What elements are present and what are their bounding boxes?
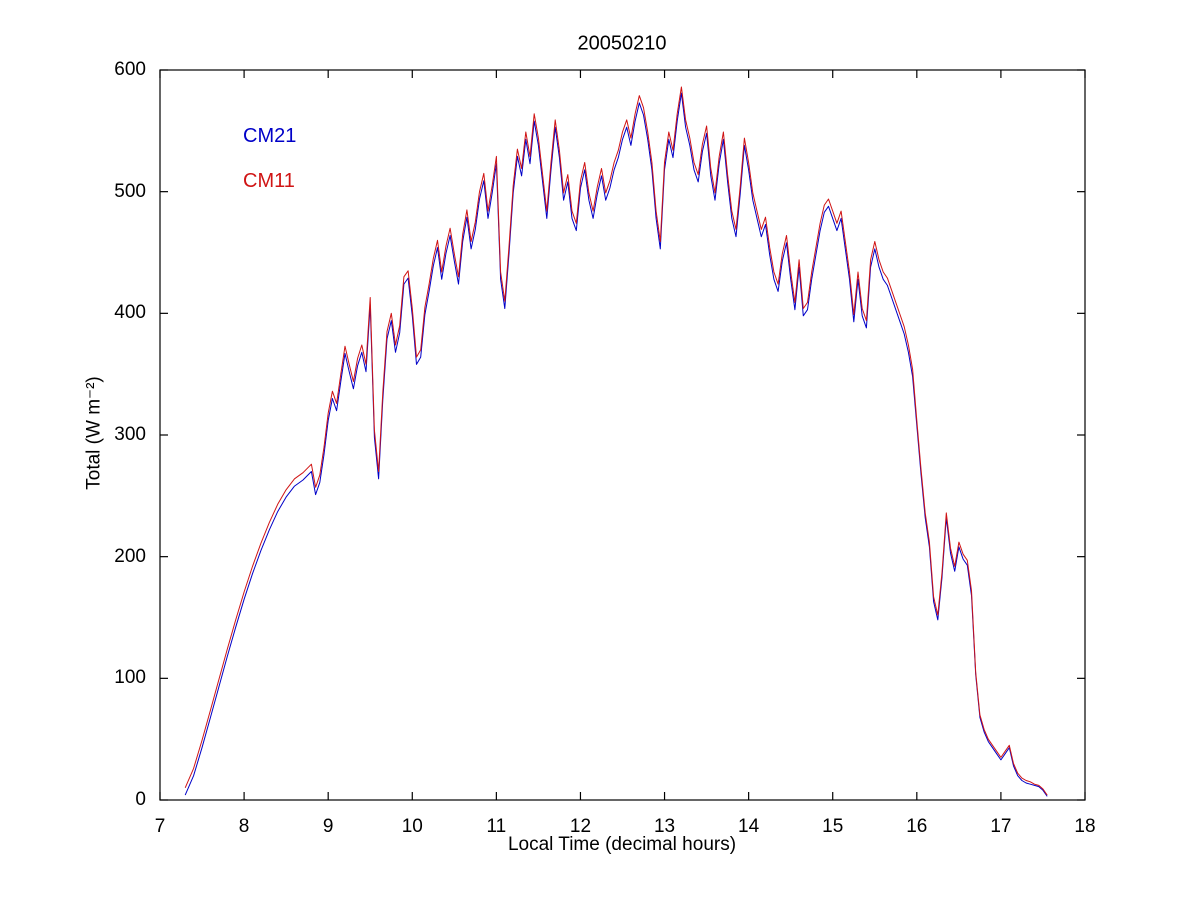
x-tick-label-8: 8	[238, 816, 250, 837]
y-tick-label-200: 200	[114, 545, 146, 567]
x-axis-label: Local Time (decimal hours)	[507, 834, 737, 855]
x-tick-label-13: 13	[653, 816, 676, 837]
x-tick-label-15: 15	[822, 816, 844, 837]
x-tick-label-10: 10	[401, 816, 423, 837]
y-tick-label-300: 300	[114, 424, 146, 445]
chart-title: 20050210	[577, 32, 667, 55]
y-tick-label-0: 0	[135, 789, 146, 810]
x-tick-label-18: 18	[1074, 816, 1096, 837]
x-tick-label-16: 16	[906, 816, 928, 837]
series-line-cm11	[184, 86, 1048, 796]
y-tick-label-600: 600	[114, 59, 146, 80]
x-tick-label-7: 7	[154, 816, 166, 837]
x-tick-label-17: 17	[990, 816, 1012, 837]
legend-item-cm21: CM21	[243, 125, 297, 147]
y-tick-label-100: 100	[114, 667, 146, 689]
legend-item-cm11: CM11	[243, 170, 295, 192]
x-tick-label-9: 9	[322, 816, 334, 837]
axes-box	[159, 69, 1086, 801]
x-tick-label-11: 11	[486, 816, 507, 837]
series-line-cm21	[184, 92, 1048, 797]
legend: CM21 CM11	[243, 126, 296, 216]
y-axis-label: Total (W m⁻²)	[83, 376, 105, 490]
x-tick-label-14: 14	[738, 816, 760, 837]
x-tick-label-12: 12	[569, 816, 592, 837]
y-tick-label-400: 400	[114, 302, 146, 324]
y-tick-label-500: 500	[114, 180, 146, 202]
